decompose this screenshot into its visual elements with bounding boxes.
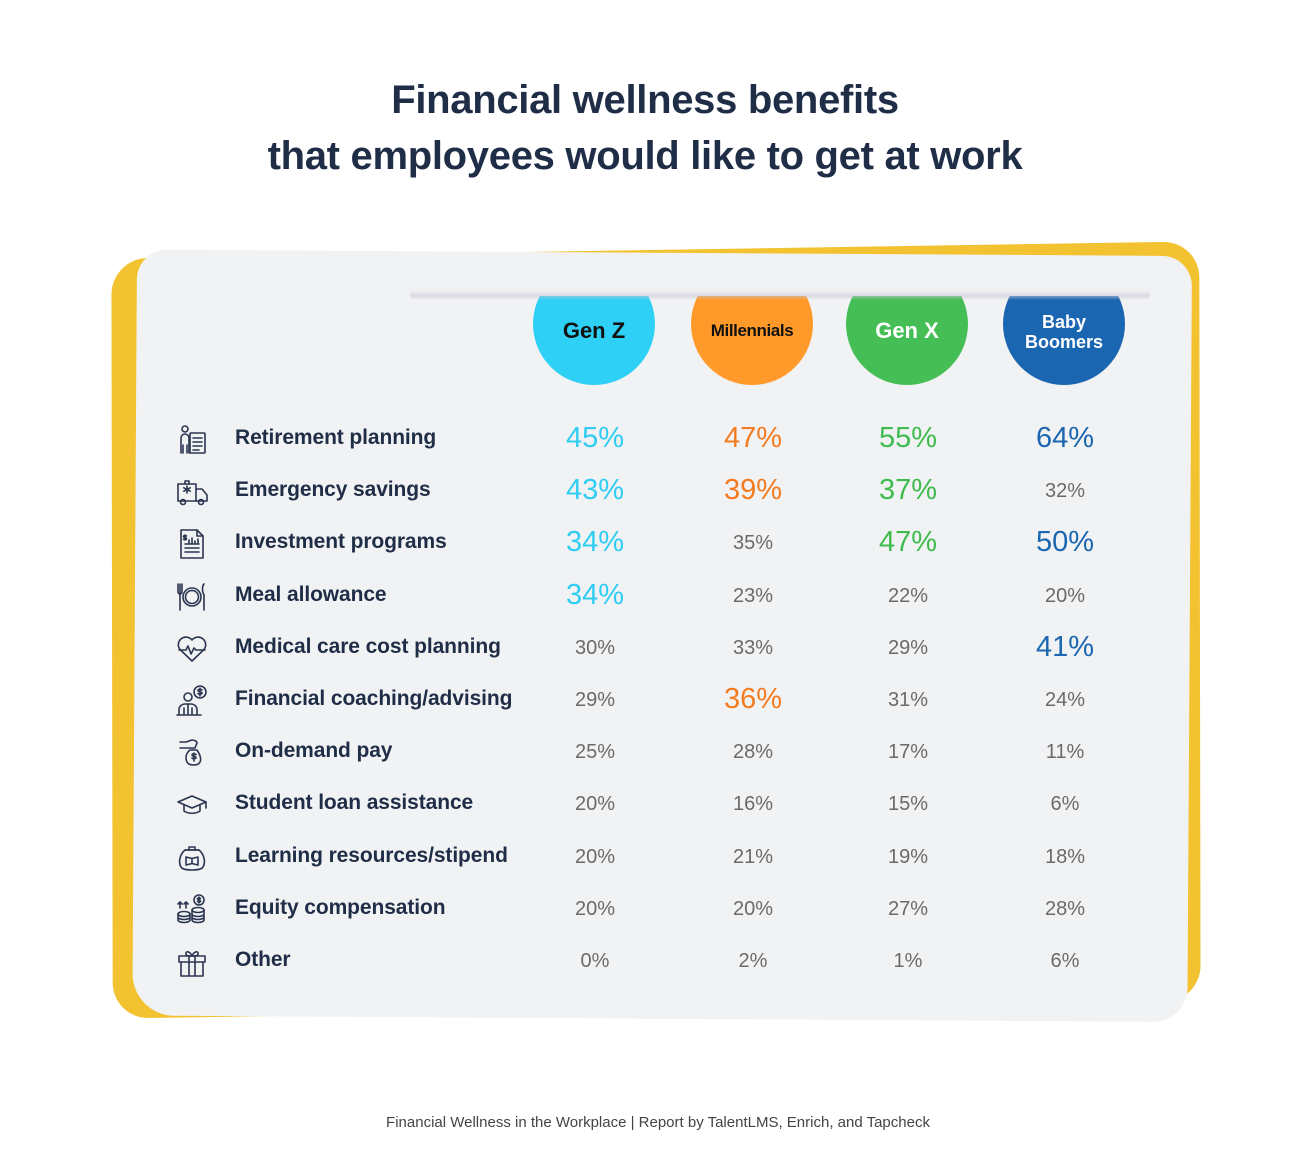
benefit-label: Emergency savings <box>235 478 431 502</box>
value-millennials: 28% <box>732 741 774 764</box>
value-gen-z: 29% <box>574 688 616 711</box>
benefit-label: Student loan assistance <box>235 791 474 815</box>
value-gen-z: 20% <box>574 845 616 868</box>
label-line-2: Boomers <box>1024 332 1104 352</box>
benefit-label: On-demand pay <box>235 739 393 763</box>
value-millennials: 21% <box>732 845 774 868</box>
value-gen-x: 55% <box>878 422 938 454</box>
table-row: Other 0% 2% 1% 6% <box>0 935 1300 987</box>
benefits-table: Retirement planning 45% 47% 55% 64% Emer… <box>0 413 1300 987</box>
value-gen-z: 34% <box>565 526 625 559</box>
value-gen-z: 45% <box>565 422 625 454</box>
benefit-label: Medical care cost planning <box>235 634 501 658</box>
value-gen-x: 17% <box>887 741 929 764</box>
table-row: Investment programs 34% 35% 47% 50% <box>0 517 1300 569</box>
value-gen-z: 43% <box>565 474 625 507</box>
value-baby-boomers: 50% <box>1035 526 1095 559</box>
benefit-label: Learning resources/stipend <box>235 843 508 867</box>
value-gen-x: 29% <box>887 636 929 659</box>
column-header-gen-z: Gen Z <box>533 296 655 385</box>
coin-stack-icon <box>175 893 209 927</box>
table-row: Student loan assistance 20% 16% 15% 6% <box>0 778 1300 830</box>
value-baby-boomers: 6% <box>1050 949 1080 972</box>
book-purse-icon <box>175 841 209 875</box>
value-millennials: 16% <box>732 793 774 816</box>
value-millennials: 36% <box>723 682 783 715</box>
value-baby-boomers: 20% <box>1044 584 1086 607</box>
benefit-label: Investment programs <box>235 530 447 554</box>
value-baby-boomers: 18% <box>1044 845 1086 868</box>
column-header-label: Gen X <box>875 318 939 343</box>
table-row: On-demand pay 25% 28% 17% 11% <box>0 726 1300 778</box>
value-gen-z: 20% <box>574 793 616 816</box>
header-slot-shadow <box>410 290 1150 300</box>
value-millennials: 47% <box>723 422 783 454</box>
column-header-label: Millennials <box>710 321 794 340</box>
title-line-1: Financial wellness benefits <box>391 78 899 122</box>
value-gen-z: 20% <box>574 897 616 920</box>
value-gen-x: 37% <box>878 474 938 507</box>
column-header-baby-boomers: Baby Boomers <box>1003 296 1125 385</box>
table-row: Learning resources/stipend 20% 21% 19% 1… <box>0 831 1300 883</box>
value-gen-z: 25% <box>574 741 616 764</box>
column-header-label: Gen Z <box>562 318 626 343</box>
ambulance-icon <box>175 475 209 509</box>
column-header-gen-x: Gen X <box>846 296 968 385</box>
value-baby-boomers: 28% <box>1044 897 1086 920</box>
investment-document-icon <box>175 527 209 561</box>
table-row: Meal allowance 34% 23% 22% 20% <box>0 570 1300 622</box>
value-millennials: 35% <box>732 532 774 555</box>
column-header-millennials: Millennials <box>691 296 813 385</box>
value-gen-z: 0% <box>580 949 610 972</box>
benefit-label: Retirement planning <box>235 426 437 449</box>
label-line-1: Baby <box>1041 312 1086 332</box>
graduation-cap-icon <box>175 788 209 822</box>
table-row: Medical care cost planning 30% 33% 29% 4… <box>0 622 1300 674</box>
value-gen-x: 47% <box>878 526 938 559</box>
benefit-label: Equity compensation <box>235 895 446 919</box>
value-millennials: 2% <box>738 949 768 972</box>
benefit-label: Other <box>235 947 291 971</box>
value-baby-boomers: 24% <box>1044 688 1086 711</box>
value-baby-boomers: 32% <box>1044 480 1086 503</box>
table-row: Emergency savings 43% 39% 37% 32% <box>0 465 1300 517</box>
value-millennials: 33% <box>732 636 774 659</box>
value-millennials: 39% <box>723 474 783 507</box>
value-baby-boomers: 11% <box>1045 741 1085 764</box>
hand-money-bag-icon <box>175 736 209 770</box>
financial-advisor-icon <box>175 684 209 718</box>
value-gen-x: 31% <box>887 688 929 711</box>
heart-pulse-icon <box>175 632 209 666</box>
column-header-label: Baby Boomers <box>1025 312 1103 352</box>
table-row: Retirement planning 45% 47% 55% 64% <box>0 413 1300 465</box>
value-gen-x: 27% <box>887 897 929 920</box>
value-gen-z: 34% <box>565 578 625 611</box>
value-baby-boomers: 6% <box>1050 793 1080 816</box>
value-millennials: 23% <box>732 584 774 607</box>
table-row: Equity compensation 20% 20% 27% 28% <box>0 883 1300 935</box>
column-headers: Gen Z Millennials Gen X Baby Boomers <box>410 296 1150 396</box>
benefit-label: Meal allowance <box>235 582 387 606</box>
value-gen-x: 19% <box>887 845 929 868</box>
table-row: Financial coaching/advising 29% 36% 31% … <box>0 674 1300 726</box>
title-line-2: that employees would like to get at work <box>267 134 1023 178</box>
value-millennials: 20% <box>732 897 774 920</box>
gift-icon <box>175 945 209 979</box>
source-footer: Financial Wellness in the Workplace | Re… <box>386 1114 930 1131</box>
chart-title: Financial wellness benefits that employe… <box>0 72 1290 184</box>
value-baby-boomers: 64% <box>1035 422 1095 454</box>
value-gen-x: 22% <box>887 584 929 607</box>
value-gen-x: 15% <box>887 793 929 816</box>
plate-cutlery-icon <box>175 580 209 614</box>
value-gen-z: 30% <box>574 636 616 659</box>
benefit-label: Financial coaching/advising <box>235 686 513 710</box>
retirement-planning-icon <box>175 423 209 457</box>
value-gen-x: 1% <box>893 949 923 972</box>
value-baby-boomers: 41% <box>1035 630 1095 663</box>
